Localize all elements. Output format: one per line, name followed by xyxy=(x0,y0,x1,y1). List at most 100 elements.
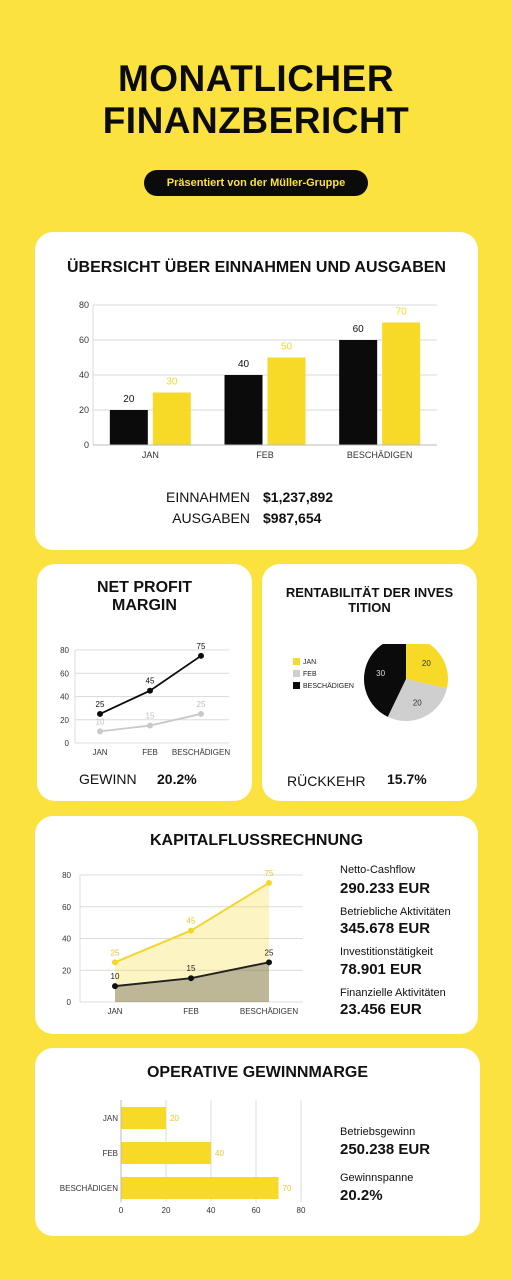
operating-profit-value: 250.238 EUR xyxy=(340,1141,431,1158)
operating-card: OPERATIVE GEWINNMARGE 0 20 40 60 80 20 JAN 40 FE… xyxy=(35,1048,480,1236)
slice-label: 20 xyxy=(413,698,422,707)
slice-label: 20 xyxy=(422,659,431,668)
data-label: 40 xyxy=(215,1149,224,1158)
y-tick-label: 80 xyxy=(62,871,71,880)
legend-swatch-besch-digen xyxy=(293,682,300,689)
x-tick-label: BESCHÄDIGEN xyxy=(240,1007,298,1016)
income-value: $1,237,892 xyxy=(263,489,334,505)
title-line-2: FINANZBERICHT xyxy=(102,100,410,141)
page-title: MONATLICHER FINANZBERICHT xyxy=(0,58,512,142)
y-tick-label: BESCHÄDIGEN xyxy=(60,1184,118,1193)
x-tick-label: 20 xyxy=(162,1206,171,1215)
net-profit-card: NET PROFIT MARGIN 0 20 40 60 80 10 15 25 25 45 75 J… xyxy=(37,564,252,801)
legend-swatch-jan xyxy=(293,658,300,665)
investing-activities-label: Investitionstätigkeit xyxy=(340,946,433,958)
y-tick-label: JAN xyxy=(103,1114,118,1123)
y-tick-label: 0 xyxy=(65,739,70,748)
point-0-2 xyxy=(266,879,272,886)
net-profit-title-line-2: MARGIN xyxy=(112,597,177,614)
area-fill-0 xyxy=(115,882,269,1002)
point-1-1 xyxy=(147,722,153,729)
point-1-2 xyxy=(266,959,272,966)
y-tick-label: FEB xyxy=(102,1149,118,1158)
overview-bar-chart: 0 20 40 60 80 20 30 JAN 40 50 FEB 60 70 BESCHÄDIGEN xyxy=(79,300,437,460)
bar-feb-0 xyxy=(224,375,263,445)
profit-margin-label: Gewinnspanne xyxy=(340,1172,414,1184)
profit-label: GEWINN xyxy=(79,771,137,787)
bar-jan xyxy=(121,1107,166,1129)
data-label: 20 xyxy=(170,1114,179,1123)
data-label: 45 xyxy=(146,677,155,686)
legend-label: FEB xyxy=(303,671,317,678)
data-label: 50 xyxy=(281,342,293,353)
title-line-1: MONATLICHER xyxy=(117,58,395,99)
x-tick-label: JAN xyxy=(142,450,159,460)
subtitle-badge: Präsentiert von der Müller-Gruppe xyxy=(144,170,368,196)
data-label: 45 xyxy=(187,917,196,926)
y-tick-label: 20 xyxy=(79,405,89,415)
y-tick-label: 40 xyxy=(79,370,89,380)
bar-jan-1 xyxy=(152,392,191,445)
cashflow-area-chart: 0 20 40 60 80 25 45 75 10 15 25 JAN FEB BESCHÄDIGEN xyxy=(62,869,303,1016)
x-tick-label: JAN xyxy=(92,748,107,757)
slice-label: 30 xyxy=(376,669,385,678)
x-tick-label: 40 xyxy=(207,1206,216,1215)
x-tick-label: BESCHÄDIGEN xyxy=(347,450,413,460)
net-profit-title-line-1: NET PROFIT xyxy=(96,579,193,596)
operating-activities-label: Betriebliche Aktivitäten xyxy=(340,906,451,918)
y-tick-label: 40 xyxy=(62,935,71,944)
x-tick-label: FEB xyxy=(183,1007,199,1016)
investing-activities-value: 78.901 EUR xyxy=(340,961,422,978)
data-label: 15 xyxy=(187,964,196,973)
roi-title-line-1: RENTABILITÄT DER INVES xyxy=(285,585,454,600)
y-tick-label: 40 xyxy=(60,693,69,702)
point-1-1 xyxy=(188,975,194,982)
y-tick-label: 0 xyxy=(84,440,89,450)
bar-feb-1 xyxy=(267,357,306,445)
y-tick-label: 80 xyxy=(79,300,89,310)
return-label: RÜCKKEHR xyxy=(287,773,366,789)
bar-feb xyxy=(121,1142,211,1164)
pie-slice-besch-digen xyxy=(364,644,406,717)
point-0-2 xyxy=(198,652,204,659)
data-label: 70 xyxy=(396,307,408,318)
x-tick-label: 60 xyxy=(252,1206,261,1215)
overview-title: ÜBERSICHT ÜBER EINNAHMEN UND AUSGABEN xyxy=(67,259,446,276)
point-0-0 xyxy=(97,710,103,717)
pie-slice-jan xyxy=(406,644,448,689)
data-label: 75 xyxy=(197,642,206,651)
expense-label: AUSGABEN xyxy=(172,510,250,526)
x-tick-label: FEB xyxy=(142,748,158,757)
financing-activities-label: Finanzielle Aktivitäten xyxy=(340,987,446,999)
point-1-0 xyxy=(97,728,103,735)
y-tick-label: 60 xyxy=(79,335,89,345)
overview-card: ÜBERSICHT ÜBER EINNAHMEN UND AUSGABEN 0 2… xyxy=(35,232,478,550)
operating-activities-value: 345.678 EUR xyxy=(340,920,431,937)
bar-besch-digen-1 xyxy=(382,322,421,445)
data-label: 60 xyxy=(353,324,365,335)
financing-activities-value: 23.456 EUR xyxy=(340,1001,422,1018)
cashflow-title: KAPITALFLUSSRECHNUNG xyxy=(149,832,364,849)
expense-value: $987,654 xyxy=(263,510,322,526)
y-tick-label: 60 xyxy=(62,903,71,912)
data-label: 30 xyxy=(166,377,178,388)
data-label: 15 xyxy=(146,712,155,721)
operating-hbar-chart: 0 20 40 60 80 20 JAN 40 FEB 70 BESCHÄDIGEN xyxy=(60,1100,306,1215)
cashflow-card: KAPITALFLUSSRECHNUNG 0 20 40 60 80 25 45 75 10 15… xyxy=(35,816,478,1034)
point-1-0 xyxy=(112,983,118,990)
data-label: 10 xyxy=(96,717,105,726)
data-label: 40 xyxy=(238,359,250,370)
data-label: 75 xyxy=(265,869,274,878)
y-tick-label: 0 xyxy=(67,998,72,1007)
data-label: 25 xyxy=(265,948,274,957)
x-tick-label: FEB xyxy=(256,450,274,460)
net-profit-line-chart: 0 20 40 60 80 10 15 25 25 45 75 JAN FEB BESCHÄDIGEN xyxy=(60,642,230,757)
pie-slice-feb xyxy=(387,679,447,721)
income-label: EINNAHMEN xyxy=(165,489,250,505)
point-0-1 xyxy=(147,687,153,694)
operating-title: OPERATIVE GEWINNMARGE xyxy=(146,1064,369,1081)
point-0-0 xyxy=(112,959,118,966)
net-cashflow-label: Netto-Cashflow xyxy=(340,864,416,876)
data-label: 25 xyxy=(197,700,206,709)
bar-jan-0 xyxy=(109,410,148,445)
